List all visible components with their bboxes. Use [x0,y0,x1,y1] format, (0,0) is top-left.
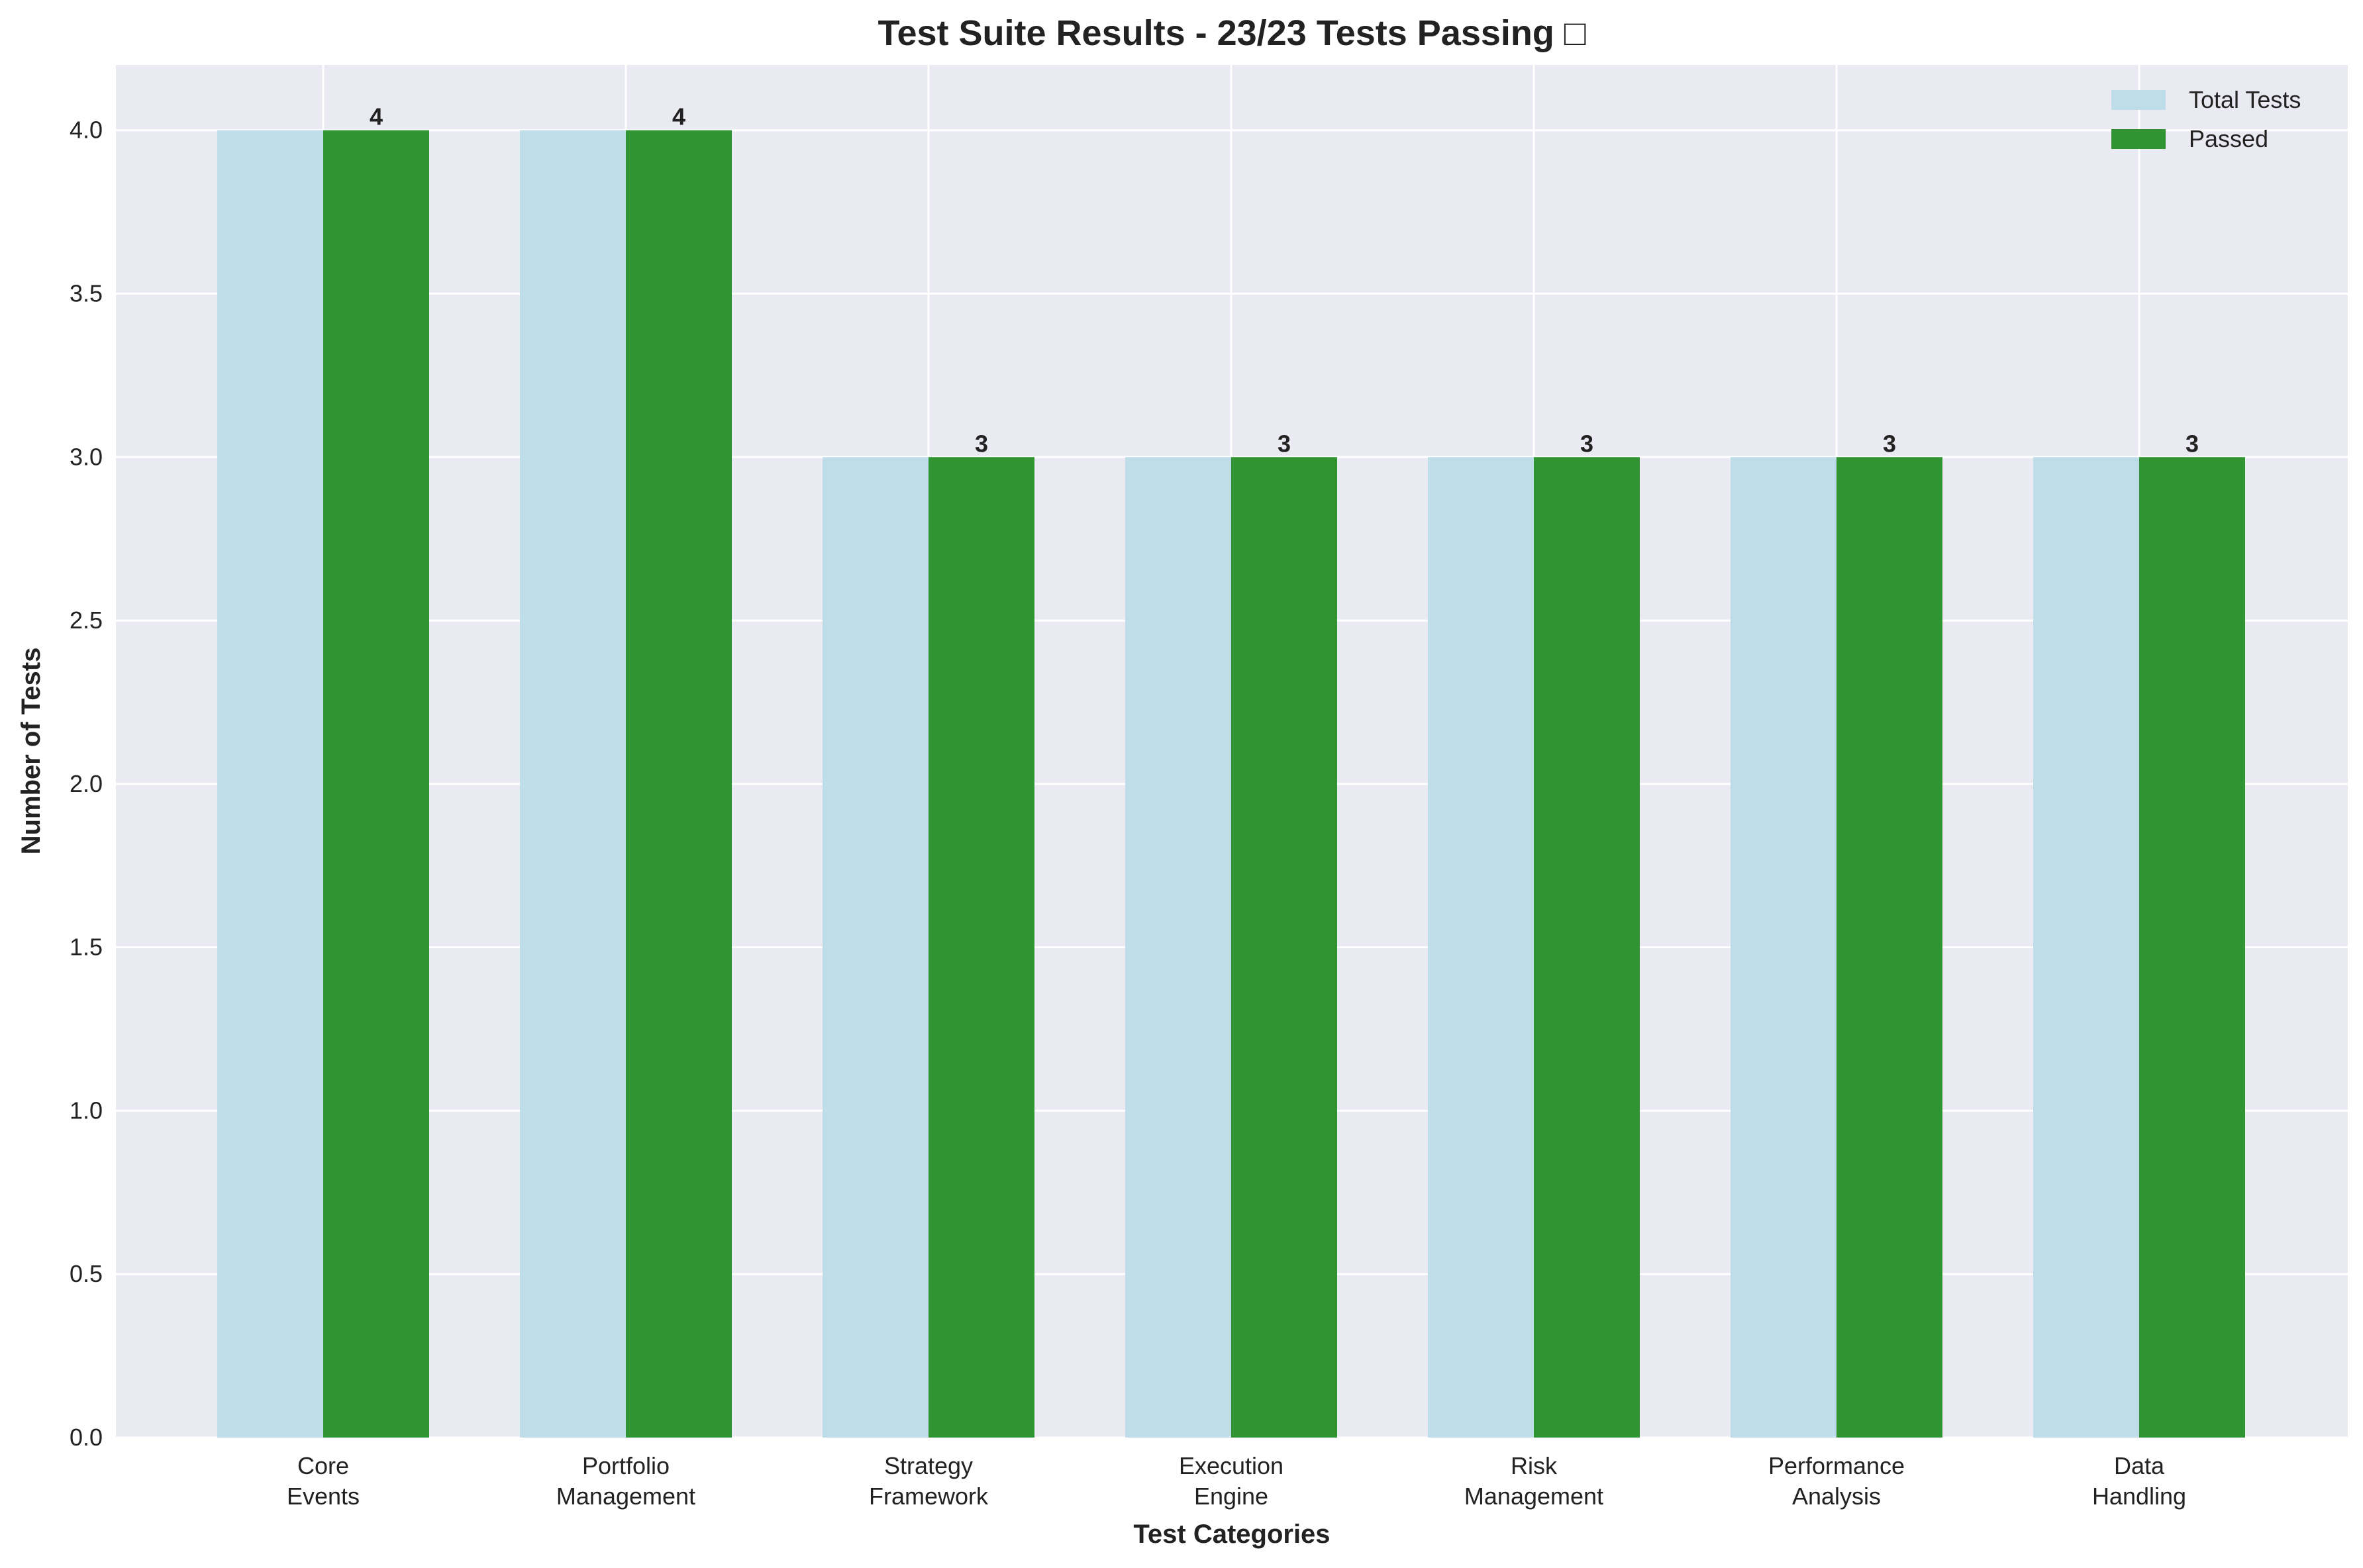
chart-title: Test Suite Results - 23/23 Tests Passing… [878,13,1585,53]
y-tick-label: 2.5 [70,607,103,634]
y-tick-label: 1.0 [70,1097,103,1124]
bar-total-tests [520,130,626,1438]
x-tick-label: Management [1464,1483,1603,1510]
x-tick-label: Risk [1511,1452,1558,1479]
x-tick-labels: Core Events Portfolio Management Strategy Fra… [287,1452,2186,1510]
bar-total-tests [1428,457,1534,1438]
bar-value-label: 3 [1278,430,1291,457]
legend-swatch-total-tests [2111,90,2166,110]
y-tick-label: 1.5 [70,934,103,961]
bar-total-tests [1731,457,1836,1438]
bar-passed [1231,457,1337,1438]
bar-passed [626,130,732,1438]
data-labels: 4 4 3 3 3 3 3 [370,103,2199,458]
x-tick-label: Execution [1179,1452,1283,1479]
y-axis-title: Number of Tests [17,648,46,855]
y-tick-label: 3.0 [70,443,103,470]
bar-total-tests [217,130,323,1438]
bars [217,130,2245,1438]
bar-value-label: 3 [2186,430,2199,457]
bar-total-tests [823,457,929,1438]
bar-total-tests [1125,457,1231,1438]
y-tick-label: 2.0 [70,770,103,797]
bar-value-label: 3 [1883,430,1896,457]
y-tick-label: 3.5 [70,280,103,307]
bar-value-label: 4 [672,103,685,130]
x-tick-label: Core [297,1452,349,1479]
y-tick-label: 4.0 [70,117,103,144]
bar-value-label: 3 [1580,430,1593,457]
legend-label-total-tests: Total Tests [2189,86,2301,113]
bar-passed [2139,457,2245,1438]
legend-label-passed: Passed [2189,125,2268,152]
x-tick-label: Performance [1768,1452,1905,1479]
x-tick-label: Engine [1194,1483,1268,1510]
x-tick-label: Portfolio [582,1452,670,1479]
x-tick-label: Analysis [1792,1483,1881,1510]
x-tick-label: Framework [869,1483,989,1510]
bar-passed [1836,457,1942,1438]
x-tick-label: Data [2114,1452,2165,1479]
bar-total-tests [2033,457,2139,1438]
x-tick-label: Handling [2092,1483,2186,1510]
bar-passed [1534,457,1640,1438]
bar-passed [929,457,1034,1438]
y-tick-labels: 0.0 0.5 1.0 1.5 2.0 2.5 3.0 3.5 4.0 [70,117,103,1451]
legend-swatch-passed [2111,129,2166,149]
bar-value-label: 3 [975,430,988,457]
y-tick-label: 0.5 [70,1260,103,1287]
x-tick-label: Management [556,1483,695,1510]
y-tick-label: 0.0 [70,1424,103,1451]
x-tick-label: Events [287,1483,360,1510]
legend: Total Tests Passed [2111,86,2301,152]
x-axis-title: Test Categories [1133,1520,1330,1549]
bar-value-label: 4 [370,103,383,130]
bar-passed [323,130,429,1438]
x-tick-label: Strategy [884,1452,973,1479]
